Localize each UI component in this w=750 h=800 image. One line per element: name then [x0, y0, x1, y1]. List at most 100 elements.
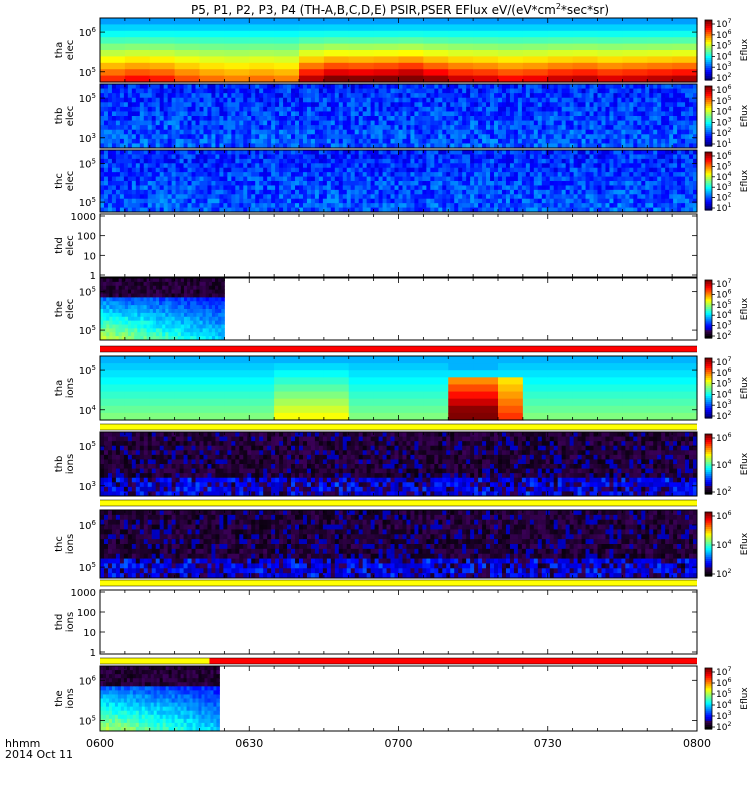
colorbar-tick-label: 101: [716, 138, 731, 150]
heatmap-tha-ions: [100, 356, 698, 421]
colorbar-tick-label: 106: [716, 367, 731, 379]
y-tick-label: 105: [79, 66, 96, 79]
panel-label: thbelec: [54, 106, 76, 127]
x-tick-label: 0800: [683, 737, 711, 750]
colorbar-tick-label: 105: [716, 40, 731, 52]
y-tick-label: 105: [79, 158, 96, 171]
y-tick-label: 105: [79, 92, 96, 105]
panel-label: thcelec: [54, 171, 76, 192]
y-tick-label: 106: [79, 674, 97, 687]
y-tick-label: 105: [79, 561, 96, 574]
colorbar-tick-label: 104: [716, 171, 731, 183]
colorbar-tick-label: 105: [716, 378, 731, 390]
panel-label: thbions: [54, 454, 76, 474]
colorbar-tick-label: 103: [716, 181, 731, 193]
y-tick-label: 1000: [71, 588, 96, 599]
colorbar-tick-label: 102: [716, 410, 731, 422]
panel-label: theions: [54, 688, 76, 708]
heatmap-thc-ions: [100, 510, 698, 579]
colorbar-tick-label: 107: [716, 18, 731, 30]
colorbar-tick-label: 107: [716, 278, 731, 290]
y-tick-label: 100: [77, 232, 96, 243]
colorbar-tick-label: 103: [716, 399, 731, 411]
figure-title: P5, P1, P2, P3, P4 (TH-A,B,C,D,E) PSIR,P…: [191, 2, 609, 17]
colorbar-tick-label: 106: [716, 432, 731, 444]
colorbar-label: Eflux: [740, 452, 750, 475]
panel-thd-elec: 1000 100 10 1 thdelec: [54, 212, 698, 282]
panel-label: thdelec: [54, 235, 76, 256]
colorbar-tick-label: 105: [716, 299, 731, 311]
colorbar-tick-label: 106: [716, 84, 731, 96]
colorbar-tick-label: 106: [716, 288, 731, 300]
panel-stack: 107106105104103102Eflux106105thaelec1061…: [54, 17, 750, 733]
mode-bar: [100, 499, 697, 507]
colorbar-tick-label: 103: [716, 116, 731, 128]
colorbar-tick-label: 105: [716, 688, 731, 700]
y-tick-label: 105: [79, 196, 96, 209]
colorbar-label: Eflux: [740, 376, 750, 399]
colorbar-tick-label: 105: [716, 160, 731, 172]
colorbar-tick-label: 104: [716, 50, 731, 62]
time-axis-unit: hhmm: [5, 737, 40, 750]
colorbar-tick-label: 106: [716, 677, 731, 689]
y-tick-label: 105: [79, 324, 96, 337]
y-tick-label: 104: [79, 404, 97, 417]
y-tick-label: 106: [79, 519, 97, 532]
heatmap-the-ions: [100, 666, 220, 732]
colorbar-tick-label: 103: [716, 320, 731, 332]
y-tick-label: 100: [77, 608, 96, 619]
colorbar-tick-label: 104: [716, 699, 731, 711]
mode-bar: [100, 345, 697, 353]
colorbar-tick-label: 105: [716, 95, 731, 107]
heatmap-thb-elec: [100, 84, 698, 149]
colorbar-tick-label: 106: [716, 510, 731, 522]
y-tick-label: 106: [79, 26, 97, 39]
mode-bar: [100, 423, 697, 431]
colorbar-tick-label: 101: [716, 202, 731, 214]
y-tick-label: 10: [83, 628, 96, 639]
mode-bar-segment: [100, 580, 697, 586]
y-tick-label: 1: [90, 271, 96, 282]
panel-label: thcions: [54, 534, 76, 554]
x-tick-label: 0730: [534, 737, 562, 750]
panel-label: thaions: [54, 378, 76, 398]
colorbar-tick-label: 104: [716, 459, 731, 471]
colorbar-tick-label: 102: [716, 568, 731, 580]
colorbar-tick-label: 102: [716, 72, 731, 84]
colorbar-label: Eflux: [740, 38, 750, 61]
colorbar-tick-label: 103: [716, 61, 731, 73]
x-tick-label: 0600: [86, 737, 114, 750]
heatmap-thb-ions: [100, 432, 698, 497]
y-tick-label: 105: [79, 286, 96, 299]
colorbar-label: Eflux: [740, 169, 750, 192]
heatmap-thc-elec: [100, 150, 698, 213]
y-tick-label: 103: [79, 480, 96, 493]
mode-bar-segment: [100, 346, 697, 352]
y-tick-label: 103: [79, 132, 96, 145]
time-axis: 0600 0630 0700 0730 0800: [86, 737, 711, 750]
colorbar-label: Eflux: [740, 687, 750, 710]
colorbar-tick-label: 102: [716, 192, 731, 204]
colorbar-thb-ions: 106 104 102 Eflux: [704, 432, 750, 498]
panel-label: thaelec: [54, 40, 76, 61]
colorbar-tick-label: 104: [716, 309, 731, 321]
x-tick-label: 0700: [385, 737, 413, 750]
mode-bar-segment: [100, 658, 210, 664]
colorbar-tick-label: 104: [716, 388, 731, 400]
heatmap-tha-elec: [100, 18, 698, 83]
mode-bar-segment: [209, 658, 697, 664]
colorbar-tick-label: 106: [716, 29, 731, 41]
y-tick-label: 105: [79, 440, 96, 453]
colorbar-label: Eflux: [740, 104, 750, 127]
mode-bar: [100, 657, 697, 665]
